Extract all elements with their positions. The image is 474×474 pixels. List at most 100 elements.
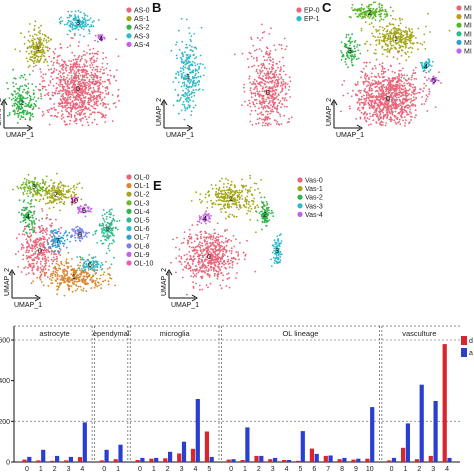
cell-point <box>425 25 427 28</box>
cell-point <box>102 273 105 276</box>
cell-point <box>73 116 76 118</box>
cell-point <box>354 12 357 15</box>
cell-point <box>68 231 71 234</box>
cell-point <box>385 110 388 112</box>
cell-point <box>88 265 91 268</box>
cell-point <box>85 61 88 64</box>
cell-point <box>60 99 62 102</box>
cell-point <box>361 3 363 6</box>
cell-point <box>363 94 365 97</box>
cell-point <box>350 61 353 64</box>
cell-point <box>59 248 62 251</box>
cell-point <box>58 188 60 191</box>
cell-point <box>387 92 390 95</box>
cell-point <box>30 234 33 237</box>
cell-point <box>378 115 381 117</box>
cell-point <box>29 186 32 189</box>
cell-point <box>7 87 9 90</box>
cell-point <box>190 35 193 37</box>
cell-point <box>350 16 352 19</box>
cell-point <box>68 87 71 90</box>
cell-point <box>407 39 410 41</box>
cell-point <box>253 98 256 101</box>
cell-point <box>51 282 54 284</box>
cell-point <box>59 196 62 199</box>
cell-point <box>31 222 33 224</box>
cell-point <box>111 208 113 211</box>
cell-point <box>100 76 102 79</box>
cell-point <box>411 103 414 106</box>
cell-point <box>386 95 388 98</box>
cell-point <box>262 87 264 90</box>
cell-point <box>378 86 381 89</box>
cell-point <box>68 93 71 96</box>
cell-point <box>22 116 25 119</box>
cell-point <box>277 123 280 126</box>
cell-point <box>99 70 101 73</box>
cell-point <box>423 87 425 89</box>
cell-point <box>28 236 30 239</box>
cell-point <box>70 93 73 96</box>
cell-point <box>350 58 353 60</box>
cell-point <box>379 101 382 103</box>
cell-point <box>68 16 71 19</box>
cell-point <box>277 76 279 79</box>
cell-point <box>53 103 56 105</box>
cell-point <box>429 31 431 33</box>
cell-point <box>423 64 426 67</box>
cell-point <box>56 288 59 291</box>
cell-point <box>70 195 72 198</box>
cell-point <box>79 261 82 264</box>
cell-point <box>273 85 275 88</box>
cell-point <box>59 75 62 77</box>
cell-point <box>108 80 111 83</box>
cell-point <box>25 273 28 276</box>
cell-point <box>382 89 385 92</box>
cell-point <box>29 216 32 219</box>
cell-point <box>84 20 87 23</box>
cell-point <box>66 277 69 280</box>
cell-point <box>44 181 47 184</box>
cell-point <box>428 77 430 80</box>
cell-point <box>80 271 83 273</box>
cell-point <box>28 213 30 216</box>
cell-point <box>54 114 57 117</box>
cell-point <box>265 67 268 70</box>
cell-point <box>362 80 365 83</box>
cell-point <box>58 201 61 204</box>
cell-point <box>282 80 285 83</box>
cell-point <box>25 255 28 257</box>
cell-point <box>254 94 257 97</box>
cell-point <box>104 221 106 223</box>
cell-point <box>92 87 95 89</box>
cell-point <box>405 105 408 108</box>
cell-point <box>352 89 354 92</box>
cell-point <box>82 82 85 85</box>
cell-point <box>79 269 81 272</box>
cell-point <box>402 88 405 91</box>
cell-point <box>384 37 387 40</box>
cell-point <box>250 91 253 94</box>
cell-point <box>427 58 430 60</box>
cell-point <box>396 87 398 89</box>
cell-point <box>81 187 84 189</box>
cell-point <box>86 271 88 274</box>
cell-point <box>36 58 39 61</box>
cell-point <box>423 62 426 65</box>
cell-point <box>256 72 259 75</box>
cell-point <box>28 256 31 259</box>
cell-point <box>407 107 410 109</box>
cell-point <box>75 111 77 114</box>
cell-point <box>423 41 426 43</box>
cell-point <box>37 189 39 192</box>
cell-point <box>195 56 198 59</box>
cell-point <box>78 25 81 28</box>
cell-point <box>80 82 83 85</box>
cell-point <box>38 46 41 49</box>
cell-point <box>87 103 90 105</box>
cell-point <box>345 33 348 36</box>
cell-point <box>88 93 91 96</box>
cell-point <box>416 41 418 44</box>
cell-point <box>53 194 55 196</box>
